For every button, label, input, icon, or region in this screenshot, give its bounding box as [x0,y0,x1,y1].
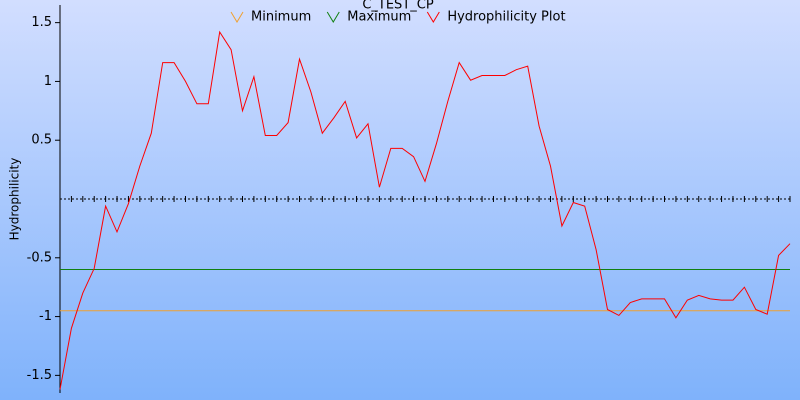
y-axis-label: Hydrophilicity [8,158,22,241]
legend-label: Minimum [251,10,311,25]
legend-label: Maximum [347,10,411,25]
data-line [59,30,791,390]
y-tick-label: -0.5 [27,250,52,265]
legend-icon [326,11,340,23]
y-tick-label: -1 [39,309,52,324]
legend-icon [426,11,440,23]
legend-label: Hydrophilicity Plot [447,10,565,25]
y-tick-label: -1.5 [27,368,52,383]
y-tick-label: 1 [44,74,52,89]
y-tick-label: 0.5 [31,133,52,148]
chart-title: C_TEST_CP [362,0,434,13]
legend-icon [230,11,244,23]
y-tick-label: 1.5 [31,15,52,30]
